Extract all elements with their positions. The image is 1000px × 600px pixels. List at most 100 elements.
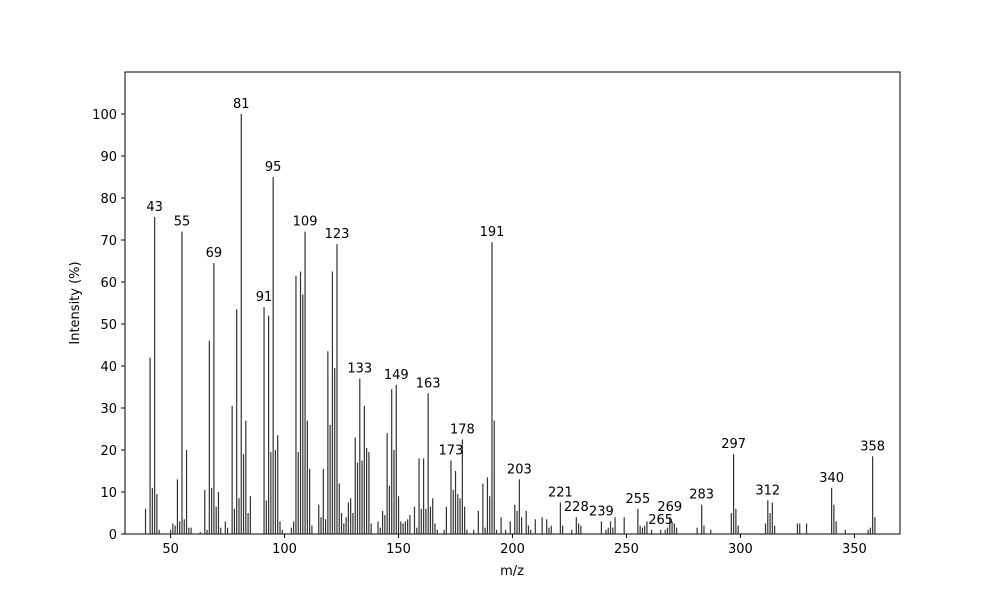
peak [270,452,272,534]
peak [336,244,338,534]
peak-label: 221 [548,486,573,501]
peak [664,529,666,534]
peak [144,508,147,534]
peak [701,504,703,534]
peak [354,437,356,534]
peak [245,420,247,534]
peak [844,529,846,534]
peak [548,527,550,534]
peak [500,517,502,534]
peak [206,529,208,534]
x-tick-label: 50 [162,542,179,557]
peak [461,439,463,534]
peak [660,529,662,534]
peak [176,479,179,534]
peak-label: 109 [293,215,318,230]
peak [650,529,653,534]
peak [796,523,799,534]
peak [443,529,445,534]
peak [457,494,459,534]
peak-label: 149 [384,368,409,383]
peak [290,527,292,534]
peak [352,513,354,534]
peak [527,525,530,534]
peak [220,527,222,534]
peak [156,494,158,534]
peak [359,378,361,534]
peak-label: 283 [689,488,714,503]
peak [384,515,386,534]
peak [377,521,379,534]
peak [646,521,648,534]
peak [324,519,327,534]
y-tick-label: 90 [100,150,117,165]
peak [534,519,536,534]
peak [331,271,334,534]
peak [420,508,422,534]
peak [208,340,210,534]
peak [185,450,188,534]
peak [434,523,436,534]
peak [179,521,181,534]
peak-label: 55 [174,215,191,230]
peak [737,525,739,534]
peak [407,519,409,534]
peak-label: 163 [416,376,441,391]
peak [204,489,206,534]
peak [169,529,172,534]
peak [459,498,461,534]
peak [541,517,543,534]
peak [637,508,639,534]
peak [489,496,491,534]
peak [874,517,876,534]
y-tick-label: 70 [100,234,117,249]
peak [423,458,425,534]
peak [769,513,771,534]
peak [491,242,493,534]
peak [867,529,869,534]
peak [279,521,281,534]
peak [835,521,837,534]
peak [703,525,705,534]
peak-label: 43 [146,200,163,215]
peak [735,508,737,534]
peak [343,523,345,534]
peak [356,462,359,534]
peak [486,477,489,534]
peak [154,216,156,534]
peak [774,525,776,534]
peak [249,496,251,534]
peak [509,521,511,534]
peak [514,504,516,534]
peak [350,498,352,534]
peak [236,309,238,534]
peak [521,517,523,534]
peak [174,525,176,534]
peak [671,521,673,534]
peak [669,517,671,534]
peak [340,513,343,534]
peak [281,529,283,534]
peak [181,231,183,534]
x-axis-label: m/z [500,564,524,579]
peak [525,510,527,534]
peak [546,519,548,534]
peak [733,454,735,534]
peak-label: 81 [233,97,250,112]
peak [397,496,400,534]
peak [213,263,215,534]
peak [183,519,185,534]
peak-label: 69 [206,246,223,261]
peak [505,529,507,534]
peak [614,517,616,534]
peak [172,523,174,534]
peak [247,513,249,534]
peak [799,523,801,534]
peak [363,405,365,534]
peak [322,468,324,534]
peak [338,483,340,534]
y-tick-label: 0 [109,528,117,543]
peak-label: 265 [648,513,673,528]
peak-label: 178 [450,423,475,438]
